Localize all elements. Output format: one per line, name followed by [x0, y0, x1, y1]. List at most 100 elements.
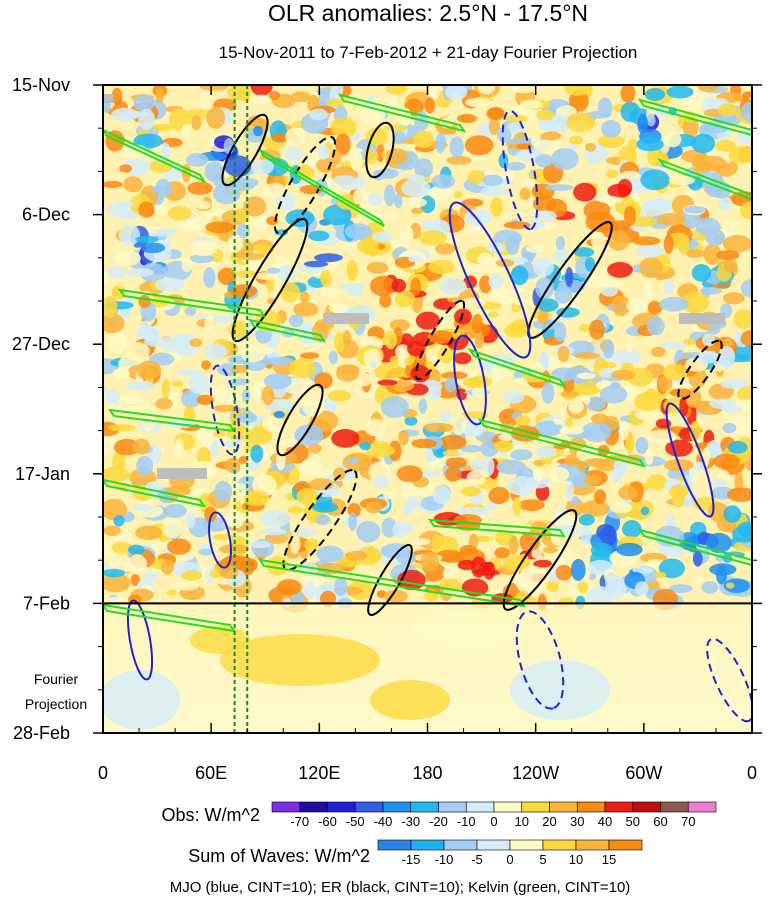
mjo-contour: [453, 334, 487, 426]
missing-data-patch: [103, 94, 113, 103]
anomaly-cell: [227, 234, 244, 253]
anomaly-cell: [646, 474, 667, 491]
anomaly-cell: [299, 458, 324, 476]
y-axis: 15-Nov 6-Dec 27-Dec 17-Jan 7-Feb 28-Feb: [12, 75, 762, 743]
anomaly-cell: [261, 385, 275, 406]
anomaly-cell: [723, 292, 745, 305]
anomaly-cell: [532, 210, 557, 223]
anomaly-cell: [663, 279, 674, 296]
anomaly-cell: [635, 581, 649, 596]
anomaly-cell: [412, 130, 434, 149]
anomaly-cell: [599, 361, 617, 369]
anomaly-cell: [740, 201, 752, 220]
anomaly-cell: [428, 185, 453, 201]
colorbar-swatch: [575, 839, 610, 851]
anomaly-cell: [396, 550, 416, 565]
anomaly-cell: [230, 284, 257, 299]
anomaly-cell: [333, 467, 346, 480]
anomaly-cell: [420, 552, 440, 572]
anomaly-cell: [262, 415, 285, 433]
anomaly-cell: [555, 564, 573, 581]
anomaly-cell: [288, 314, 304, 328]
anomaly-cell: [402, 504, 413, 516]
anomaly-cell: [119, 164, 133, 173]
anomaly-cell: [154, 277, 185, 293]
colorbar-swatch: [660, 801, 689, 813]
anomaly-cell: [160, 142, 171, 160]
anomaly-cell: [680, 95, 700, 111]
waves-colorbar: -15 -10 -5 0 5 10 15: [377, 839, 643, 867]
anomaly-cell: [607, 262, 633, 278]
anomaly-cell: [505, 234, 520, 255]
anomaly-cell: [705, 228, 726, 247]
anomaly-cell: [254, 272, 278, 280]
anomaly-cell: [224, 457, 241, 473]
colorbar-swatch: [632, 801, 661, 813]
projection-field: [103, 610, 610, 730]
anomaly-cell: [142, 412, 154, 433]
anomaly-cell: [710, 478, 728, 487]
anomaly-cell: [703, 108, 723, 118]
anomaly-cell: [497, 127, 512, 143]
colorbar-label: -10: [435, 852, 454, 867]
anomaly-cell: [464, 209, 492, 226]
anomaly-cell: [332, 175, 358, 186]
anomaly-cell: [483, 561, 496, 580]
anomaly-cell: [431, 174, 456, 189]
anomaly-cell: [516, 143, 533, 150]
kelvin-contour: [103, 478, 207, 508]
missing-data-patch: [323, 313, 369, 324]
anomaly-cell: [410, 277, 422, 296]
anomaly-cell: [598, 368, 616, 378]
anomaly-cell: [410, 365, 431, 383]
kelvin-contour: [259, 149, 385, 227]
anomaly-cell: [316, 545, 344, 563]
anomaly-cell: [268, 90, 281, 101]
anomaly-cell: [369, 361, 378, 369]
anomaly-cell: [468, 533, 479, 550]
anomaly-cell: [204, 343, 228, 361]
anomaly-cell: [107, 332, 128, 354]
colorbar-swatch: [576, 801, 606, 813]
anomaly-cell: [345, 550, 368, 561]
anomaly-cell: [151, 123, 174, 131]
anomaly-cell: [359, 106, 386, 125]
anomaly-cell: [551, 511, 579, 527]
anomaly-cell: [103, 296, 118, 318]
anomaly-cell: [311, 322, 329, 342]
anomaly-cell: [318, 144, 330, 160]
anomaly-cell: [167, 538, 192, 555]
anomaly-cell: [607, 230, 630, 251]
anomaly-cell: [395, 344, 410, 360]
anomaly-cell: [510, 265, 529, 286]
anomaly-cell: [583, 458, 609, 467]
anomaly-cell: [287, 506, 304, 514]
projection-patch: [220, 634, 380, 686]
anomaly-cell: [470, 459, 486, 472]
colorbar-label: -50: [346, 814, 365, 829]
anomaly-cell: [621, 170, 640, 179]
anomaly-cell: [411, 207, 424, 215]
anomaly-cell: [353, 188, 370, 205]
mjo-contour: [209, 364, 241, 456]
anomaly-cell: [103, 573, 131, 593]
anomaly-cell: [364, 418, 386, 437]
obs-legend-label: Obs: W/m^2: [162, 805, 260, 825]
anomaly-cell: [204, 161, 224, 182]
anomaly-cell: [112, 451, 126, 473]
anomaly-cell: [552, 138, 562, 146]
anomaly-cell: [185, 511, 196, 529]
anomaly-cell: [408, 255, 422, 263]
anomaly-cell: [356, 520, 381, 543]
anomaly-cell: [389, 319, 410, 332]
anomaly-cell: [396, 465, 423, 483]
anomaly-cell: [160, 559, 174, 575]
anomaly-cell: [256, 415, 266, 422]
anomaly-cell: [252, 215, 269, 230]
anomaly-cell: [647, 300, 663, 315]
anomaly-cell: [393, 131, 406, 145]
anomaly-cell: [566, 112, 595, 133]
anomaly-cell: [181, 256, 193, 273]
anomaly-cell: [394, 193, 403, 209]
anomaly-cell: [723, 505, 742, 523]
